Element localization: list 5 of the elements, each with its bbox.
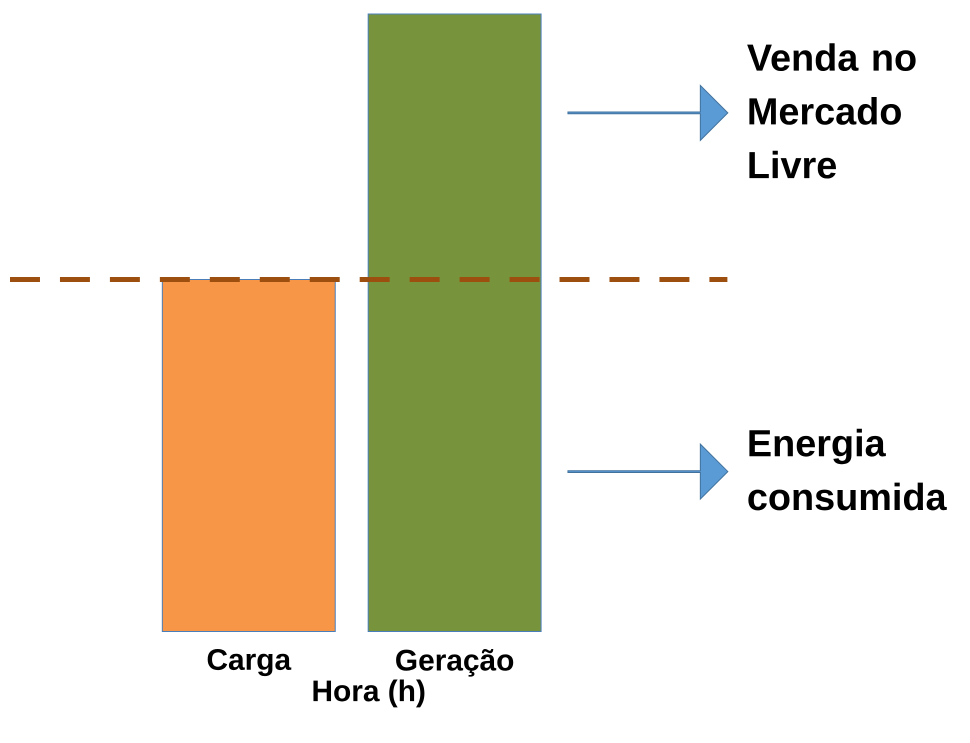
x-tick-label: Carga [208, 648, 292, 676]
x-axis-title: Hora (h) [313, 679, 424, 708]
x-tick-label: Geração [396, 648, 514, 676]
text: Energia consumida [748, 428, 947, 510]
text: Venda no Mercado Livre [747, 43, 916, 178]
